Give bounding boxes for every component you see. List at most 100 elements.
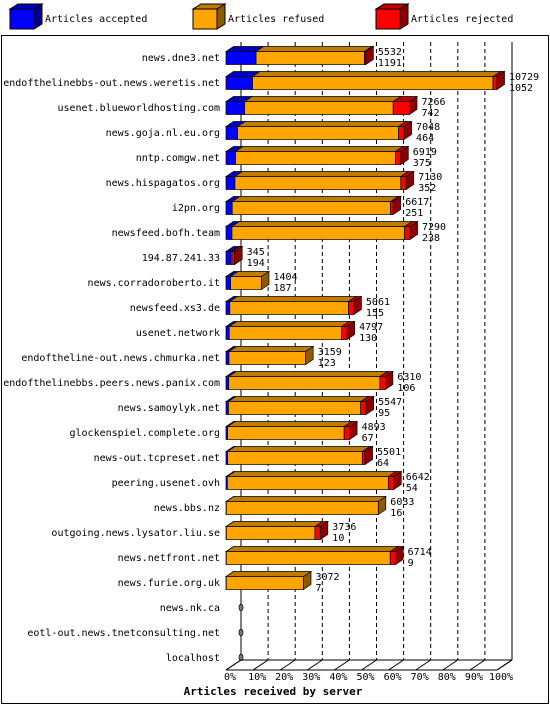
legend-label: Articles rejected	[411, 14, 513, 25]
value-label: 742	[421, 108, 439, 119]
y-tick-label: 194.87.241.33	[142, 253, 220, 264]
y-tick-label: news.hispagatos.org	[106, 178, 220, 189]
bar	[228, 401, 362, 415]
x-tick-label: 70%	[411, 672, 429, 683]
value-label: 123	[318, 358, 336, 369]
bar-top	[227, 371, 389, 377]
tick-mark	[225, 659, 242, 671]
bar	[361, 451, 366, 465]
bar	[225, 301, 231, 315]
bar-side	[319, 520, 329, 541]
bar-side	[409, 95, 418, 116]
x-tick-label: 90%	[465, 672, 483, 683]
bar-top	[225, 496, 387, 502]
bar-top	[226, 446, 371, 452]
value-label: 194	[247, 258, 265, 269]
bar-top	[251, 71, 502, 77]
value-label: 3159	[318, 347, 342, 358]
bar-top	[233, 171, 410, 177]
y-tick-label: glockenspiel.complete.org	[69, 428, 220, 439]
y-tick-label: newsfeed.bofh.team	[112, 228, 220, 239]
legend-label: Articles refused	[228, 14, 324, 25]
value-label: 345	[247, 247, 265, 258]
value-label: 67	[362, 433, 374, 444]
y-tick-label: news.goja.nl.eu.org	[106, 128, 220, 139]
bar	[225, 226, 233, 240]
value-label: 1052	[509, 83, 533, 94]
legend-swatch	[375, 8, 401, 30]
bar-top	[254, 46, 374, 52]
tick-mark	[307, 659, 323, 671]
value-label: 187	[274, 283, 292, 294]
y-tick-label: endofthelinebbs-out.news.weretis.net	[3, 78, 220, 89]
value-label: 5501	[377, 447, 401, 458]
value-label: 1191	[378, 58, 402, 69]
bar	[225, 176, 236, 190]
bar	[379, 376, 386, 390]
bar-side	[409, 220, 418, 241]
bar	[225, 151, 236, 165]
value-label: 106	[397, 383, 415, 394]
value-label: 7266	[421, 97, 445, 108]
bar-side	[261, 270, 270, 291]
bar-top	[236, 121, 408, 127]
value-label: 95	[378, 408, 390, 419]
x-tick-label: 30%	[302, 672, 320, 683]
bar	[387, 476, 395, 490]
bar	[225, 326, 230, 340]
value-label: 251	[405, 208, 423, 219]
value-label: 5547	[378, 397, 402, 408]
bar-side	[384, 370, 394, 391]
tick-mark	[496, 659, 513, 671]
bar	[390, 201, 394, 215]
value-label: 375	[413, 158, 431, 169]
y-tick-label: endoftheline-out.news.chmurka.net	[21, 353, 220, 364]
bar	[225, 276, 231, 290]
legend-swatch-side	[216, 3, 226, 30]
x-tick-label: 0%	[224, 672, 236, 683]
bar-side	[496, 70, 505, 91]
value-label: 5061	[366, 297, 390, 308]
bar-top	[227, 396, 370, 402]
value-label: 238	[422, 233, 440, 244]
value-label: 6919	[413, 147, 437, 158]
bar-top	[234, 146, 405, 152]
value-label: 1404	[274, 272, 298, 283]
y-tick-label: news.bbs.nz	[154, 503, 220, 514]
y-tick-label: news.samoylyk.net	[118, 403, 220, 414]
tick-mark	[442, 659, 459, 671]
bar	[348, 301, 355, 315]
bar	[225, 126, 239, 140]
value-label: 7130	[418, 172, 442, 183]
y-tick-label: outgoing.news.lysator.liu.se	[51, 528, 220, 539]
value-label: 16	[390, 508, 402, 519]
bar	[234, 176, 402, 190]
bar-side	[365, 395, 374, 416]
bar	[231, 201, 391, 215]
bar	[404, 226, 411, 240]
value-label: 10	[332, 533, 344, 544]
value-label: 6617	[405, 197, 429, 208]
bar-top	[226, 421, 353, 427]
legend-swatch-side	[33, 3, 43, 30]
x-tick-label: 60%	[384, 672, 402, 683]
value-label: 9	[408, 558, 414, 569]
y-tick-label: peering.usenet.ovh	[112, 478, 220, 489]
y-tick-label: usenet.network	[136, 328, 220, 339]
y-tick-label: news.furie.org.uk	[118, 578, 220, 589]
bar-side	[393, 470, 402, 491]
value-label: 155	[366, 308, 384, 319]
bar	[228, 326, 343, 340]
y-tick-label: news.nk.ca	[160, 603, 220, 614]
bar-side	[346, 320, 355, 341]
tick-mark	[334, 659, 350, 671]
bar-top	[230, 221, 414, 227]
bar-top	[228, 321, 351, 327]
x-tick-label: 20%	[275, 672, 293, 683]
bar	[360, 401, 367, 415]
bar-top	[226, 471, 397, 477]
tick-mark	[279, 659, 296, 671]
bar-top	[227, 346, 315, 352]
legend-label: Articles accepted	[45, 14, 147, 25]
